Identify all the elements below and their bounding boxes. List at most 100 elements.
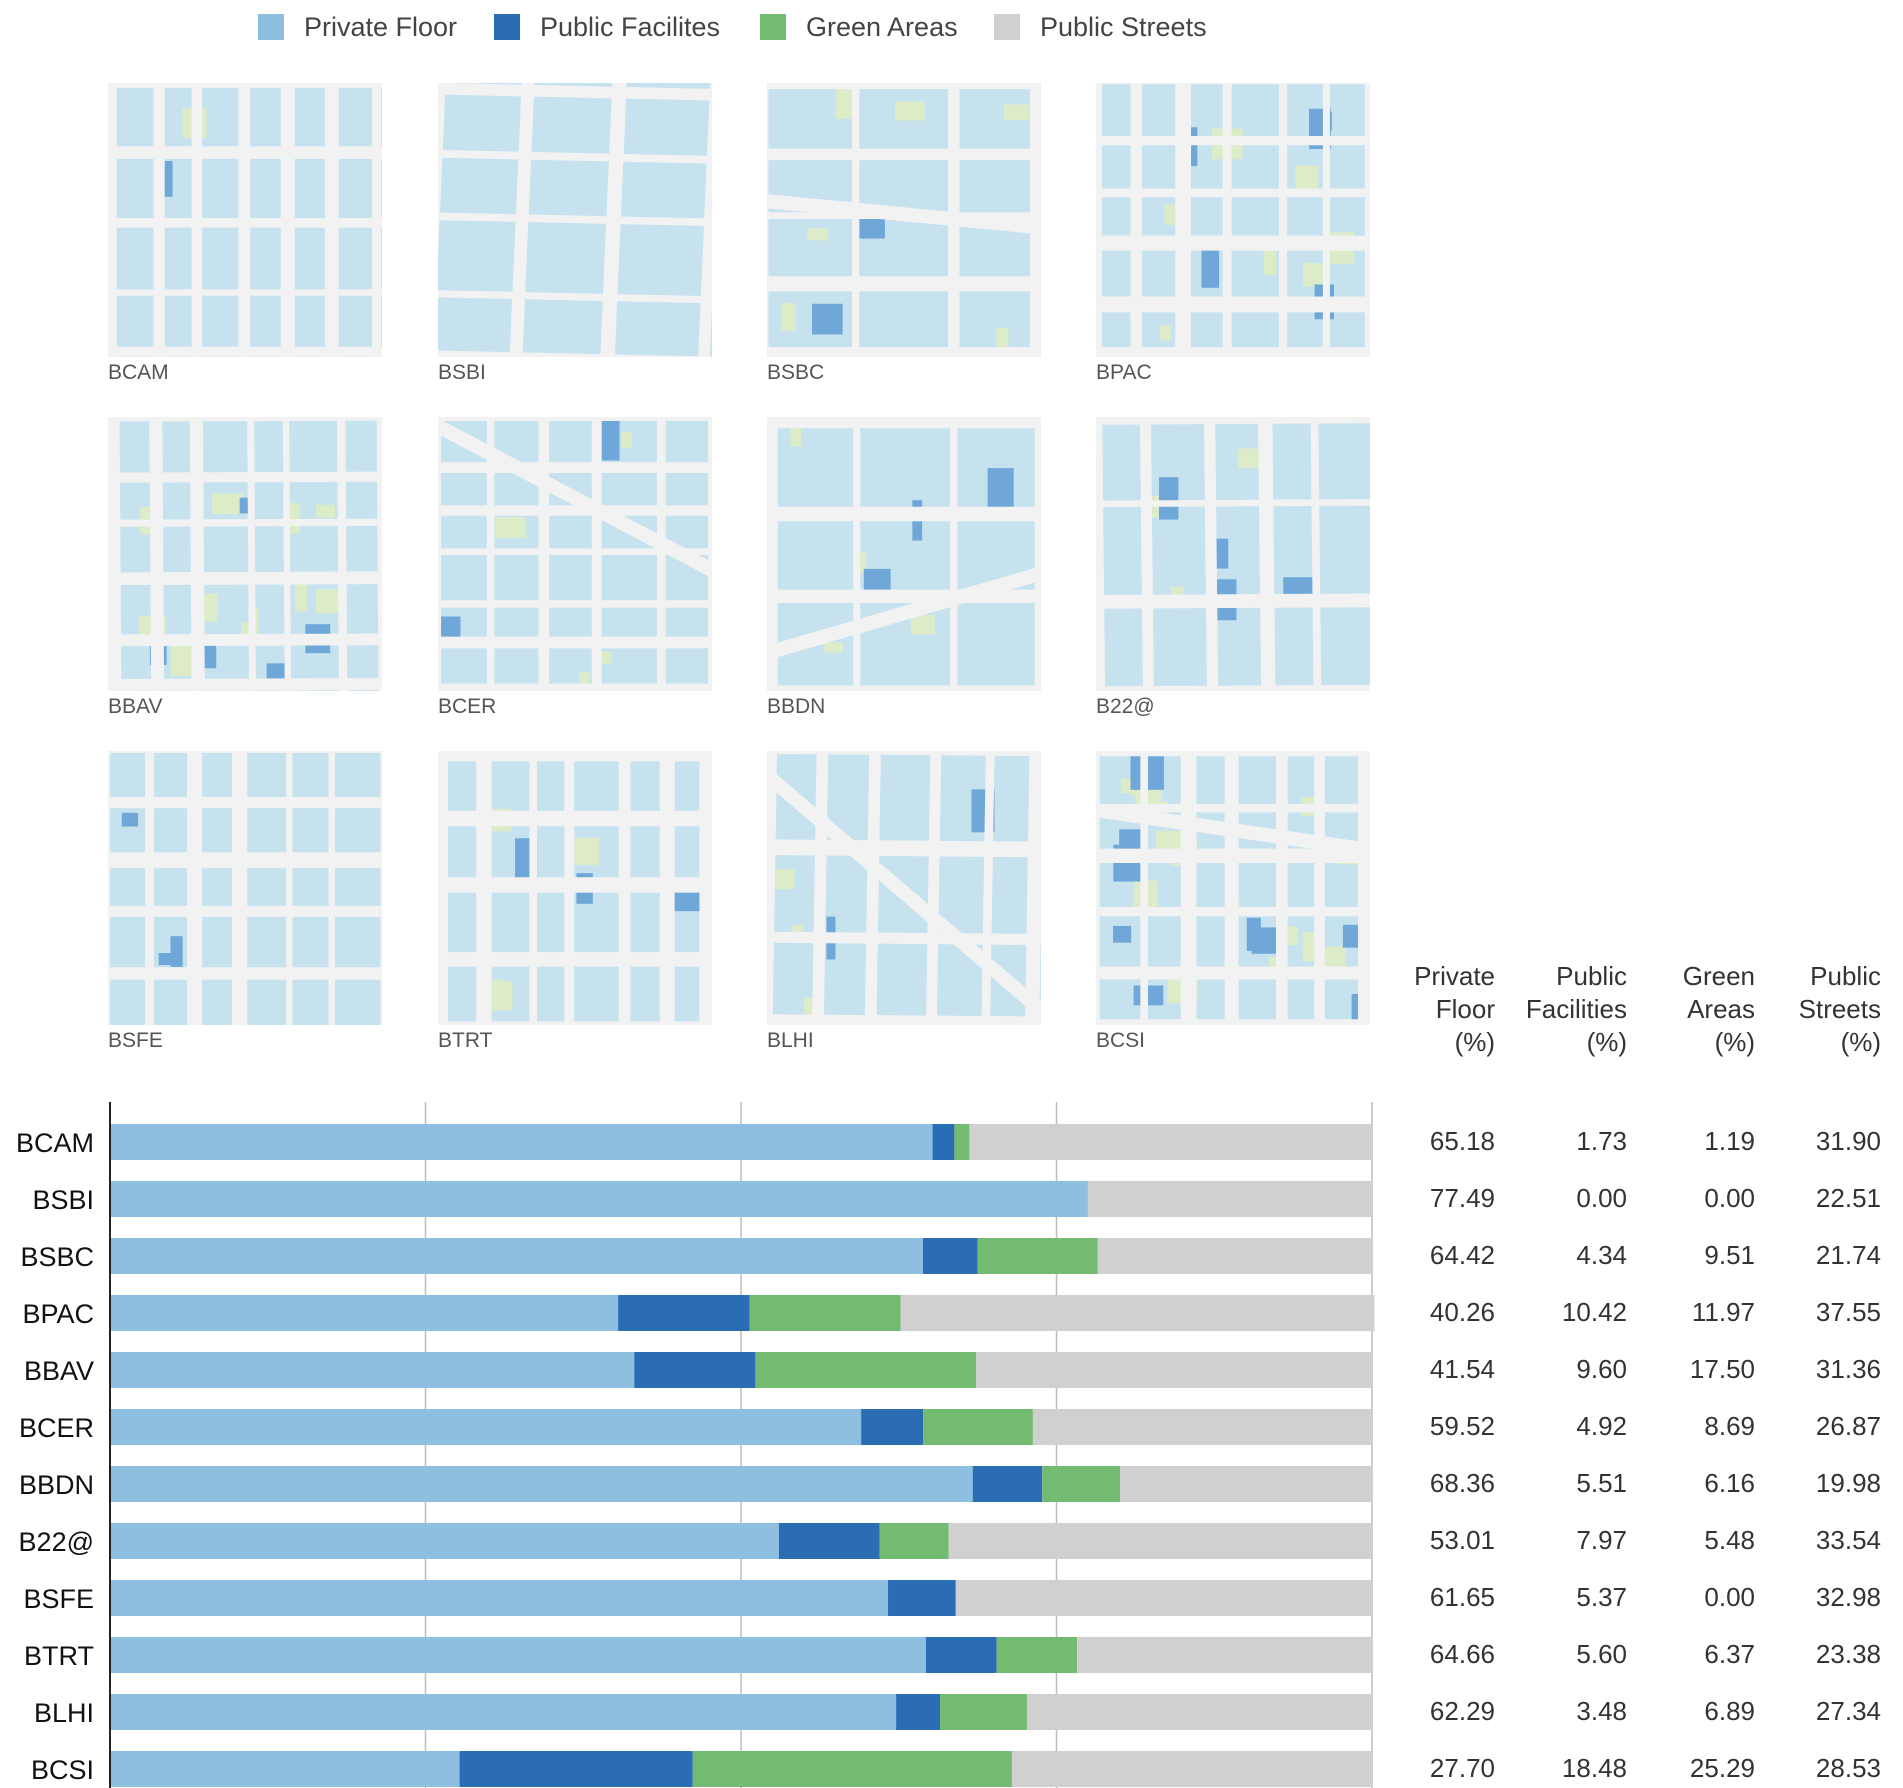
table-cell-public-facilities: 0.00	[1576, 1183, 1627, 1213]
bar-segment-private-floor	[110, 1409, 862, 1445]
map-tile-b22: B22@	[1096, 417, 1370, 727]
bar-segment-public-streets	[1087, 1181, 1372, 1217]
table-cell-public-streets: 22.51	[1815, 1183, 1881, 1213]
category-label: BBAV	[24, 1356, 94, 1386]
legend-label-public-streets: Public Streets	[1040, 11, 1207, 42]
map-tile-bcer: BCER	[438, 417, 712, 727]
legend-item-private-floor: Private Floor	[258, 12, 457, 42]
table-cell-green-areas: 17.50	[1689, 1354, 1755, 1384]
bar-row: BSBI	[32, 1181, 1372, 1217]
map-label: BCSI	[1096, 1029, 1146, 1052]
map-label: B22@	[1096, 695, 1155, 718]
table-cell-public-streets: 32.98	[1815, 1582, 1881, 1612]
table-cell-green-areas: 8.69	[1704, 1411, 1755, 1441]
bar-segment-private-floor	[110, 1637, 927, 1673]
bar-row: BCSI	[31, 1751, 1372, 1787]
category-label: BTRT	[24, 1641, 94, 1671]
chart-legend: Private Floor Public Facilites Green Are…	[0, 6, 1903, 50]
bar-row: BTRT	[24, 1637, 1373, 1673]
table-cell-private-floor: 65.18	[1429, 1126, 1495, 1156]
bar-segment-private-floor	[110, 1466, 973, 1502]
map-label: BSFE	[108, 1029, 163, 1052]
bar-row: BLHI	[34, 1694, 1372, 1730]
legend-swatch-green-areas	[760, 14, 786, 40]
map-image	[767, 417, 1041, 691]
map-image	[108, 417, 382, 691]
bar-segment-public-facilites	[861, 1409, 924, 1445]
table-cell-green-areas: 11.97	[1691, 1297, 1755, 1327]
table-cell-public-streets: 26.87	[1815, 1411, 1881, 1441]
bar-segment-public-facilites	[778, 1523, 880, 1559]
map-label: BLHI	[767, 1029, 814, 1052]
col-header-private-floor: Private Floor (%)	[1414, 961, 1495, 1057]
bar-segment-green-areas	[923, 1409, 1033, 1445]
category-label: BLHI	[34, 1698, 94, 1728]
bar-row: BCAM	[16, 1124, 1372, 1160]
bar-segment-green-areas	[749, 1295, 901, 1331]
table-cell-public-streets: 33.54	[1815, 1525, 1881, 1555]
legend-item-green-areas: Green Areas	[760, 12, 958, 42]
map-image	[438, 83, 712, 357]
col-header-public-facilities: Public Facilities (%)	[1525, 961, 1627, 1057]
bar-segment-private-floor	[110, 1295, 619, 1331]
category-label: BSBC	[20, 1242, 94, 1272]
table-cell-public-facilities: 18.48	[1561, 1753, 1627, 1783]
table-cell-green-areas: 5.48	[1704, 1525, 1755, 1555]
category-label: BSFE	[23, 1584, 94, 1614]
bar-segment-green-areas	[954, 1124, 970, 1160]
table-cell-public-streets: 37.55	[1815, 1297, 1881, 1327]
table-cell-public-facilities: 3.48	[1576, 1696, 1627, 1726]
legend-item-public-streets: Public Streets	[994, 12, 1207, 42]
table-cell-green-areas: 9.51	[1704, 1240, 1755, 1270]
table-cell-private-floor: 59.52	[1429, 1411, 1495, 1441]
table-cell-green-areas: 25.29	[1689, 1753, 1755, 1783]
table-cell-public-streets: 19.98	[1815, 1468, 1881, 1498]
bar-segment-public-streets	[1119, 1466, 1373, 1502]
bar-row: BBAV	[24, 1352, 1372, 1388]
map-tile-bbav: BBAV	[108, 417, 382, 727]
map-label: BBAV	[108, 695, 163, 718]
map-image	[767, 83, 1041, 357]
table-cell-private-floor: 41.54	[1429, 1354, 1495, 1384]
bar-segment-public-facilites	[972, 1466, 1043, 1502]
bar-segment-public-facilites	[896, 1694, 941, 1730]
map-label: BBDN	[767, 695, 826, 718]
map-tile-bsbc: BSBC	[767, 83, 1041, 393]
map-tile-bpac: BPAC	[1096, 83, 1370, 393]
bar-row: B22@	[19, 1523, 1372, 1559]
legend-label-green-areas: Green Areas	[806, 11, 958, 42]
category-label: BBDN	[19, 1470, 94, 1500]
table-cell-private-floor: 64.42	[1429, 1240, 1495, 1270]
bar-segment-private-floor	[110, 1523, 779, 1559]
table-values: 65.18 1.73 1.19 31.90 77.49 0.00 0.00 22.51 64.4…	[1370, 1090, 1903, 1788]
bar-segment-green-areas	[1042, 1466, 1120, 1502]
map-label: BSBC	[767, 361, 825, 384]
legend-label-private-floor: Private Floor	[304, 11, 458, 42]
map-label: BPAC	[1096, 361, 1152, 384]
table-header: Private Floor (%) Public Facilities (%) Gree…	[1370, 960, 1903, 1070]
map-label: BTRT	[438, 1029, 493, 1052]
bar-segment-public-facilites	[888, 1580, 956, 1616]
stacked-bar-chart: BCAM BSBI BSBC BPAC BBAV BCER BBDN B22@ BSFE BTRT…	[16, 1102, 1375, 1788]
map-tile-bsbi: BSBI	[438, 83, 712, 393]
bar-segment-public-streets	[1077, 1637, 1373, 1673]
bar-segment-green-areas	[879, 1523, 949, 1559]
table-cell-private-floor: 64.66	[1429, 1639, 1495, 1669]
bar-segment-green-areas	[996, 1637, 1078, 1673]
bar-segment-green-areas	[755, 1352, 977, 1388]
table-cell-public-streets: 28.53	[1815, 1753, 1881, 1783]
table-cell-public-facilities: 5.37	[1576, 1582, 1627, 1612]
table-cell-public-facilities: 5.51	[1576, 1468, 1627, 1498]
bar-segment-green-areas	[692, 1751, 1012, 1787]
bar-segment-public-streets	[955, 1580, 1372, 1616]
table-cell-public-streets: 23.38	[1815, 1639, 1881, 1669]
bar-segment-public-facilites	[634, 1352, 756, 1388]
table-cell-green-areas: 6.37	[1704, 1639, 1755, 1669]
bar-row: BCER	[19, 1409, 1372, 1445]
bar-segment-public-streets	[969, 1124, 1372, 1160]
col-header-public-streets: Public Streets (%)	[1798, 961, 1881, 1057]
table-cell-public-facilities: 4.34	[1576, 1240, 1627, 1270]
table-cell-green-areas: 0.00	[1704, 1183, 1755, 1213]
map-tile-bbdn: BBDN	[767, 417, 1041, 727]
map-image	[1096, 417, 1370, 691]
